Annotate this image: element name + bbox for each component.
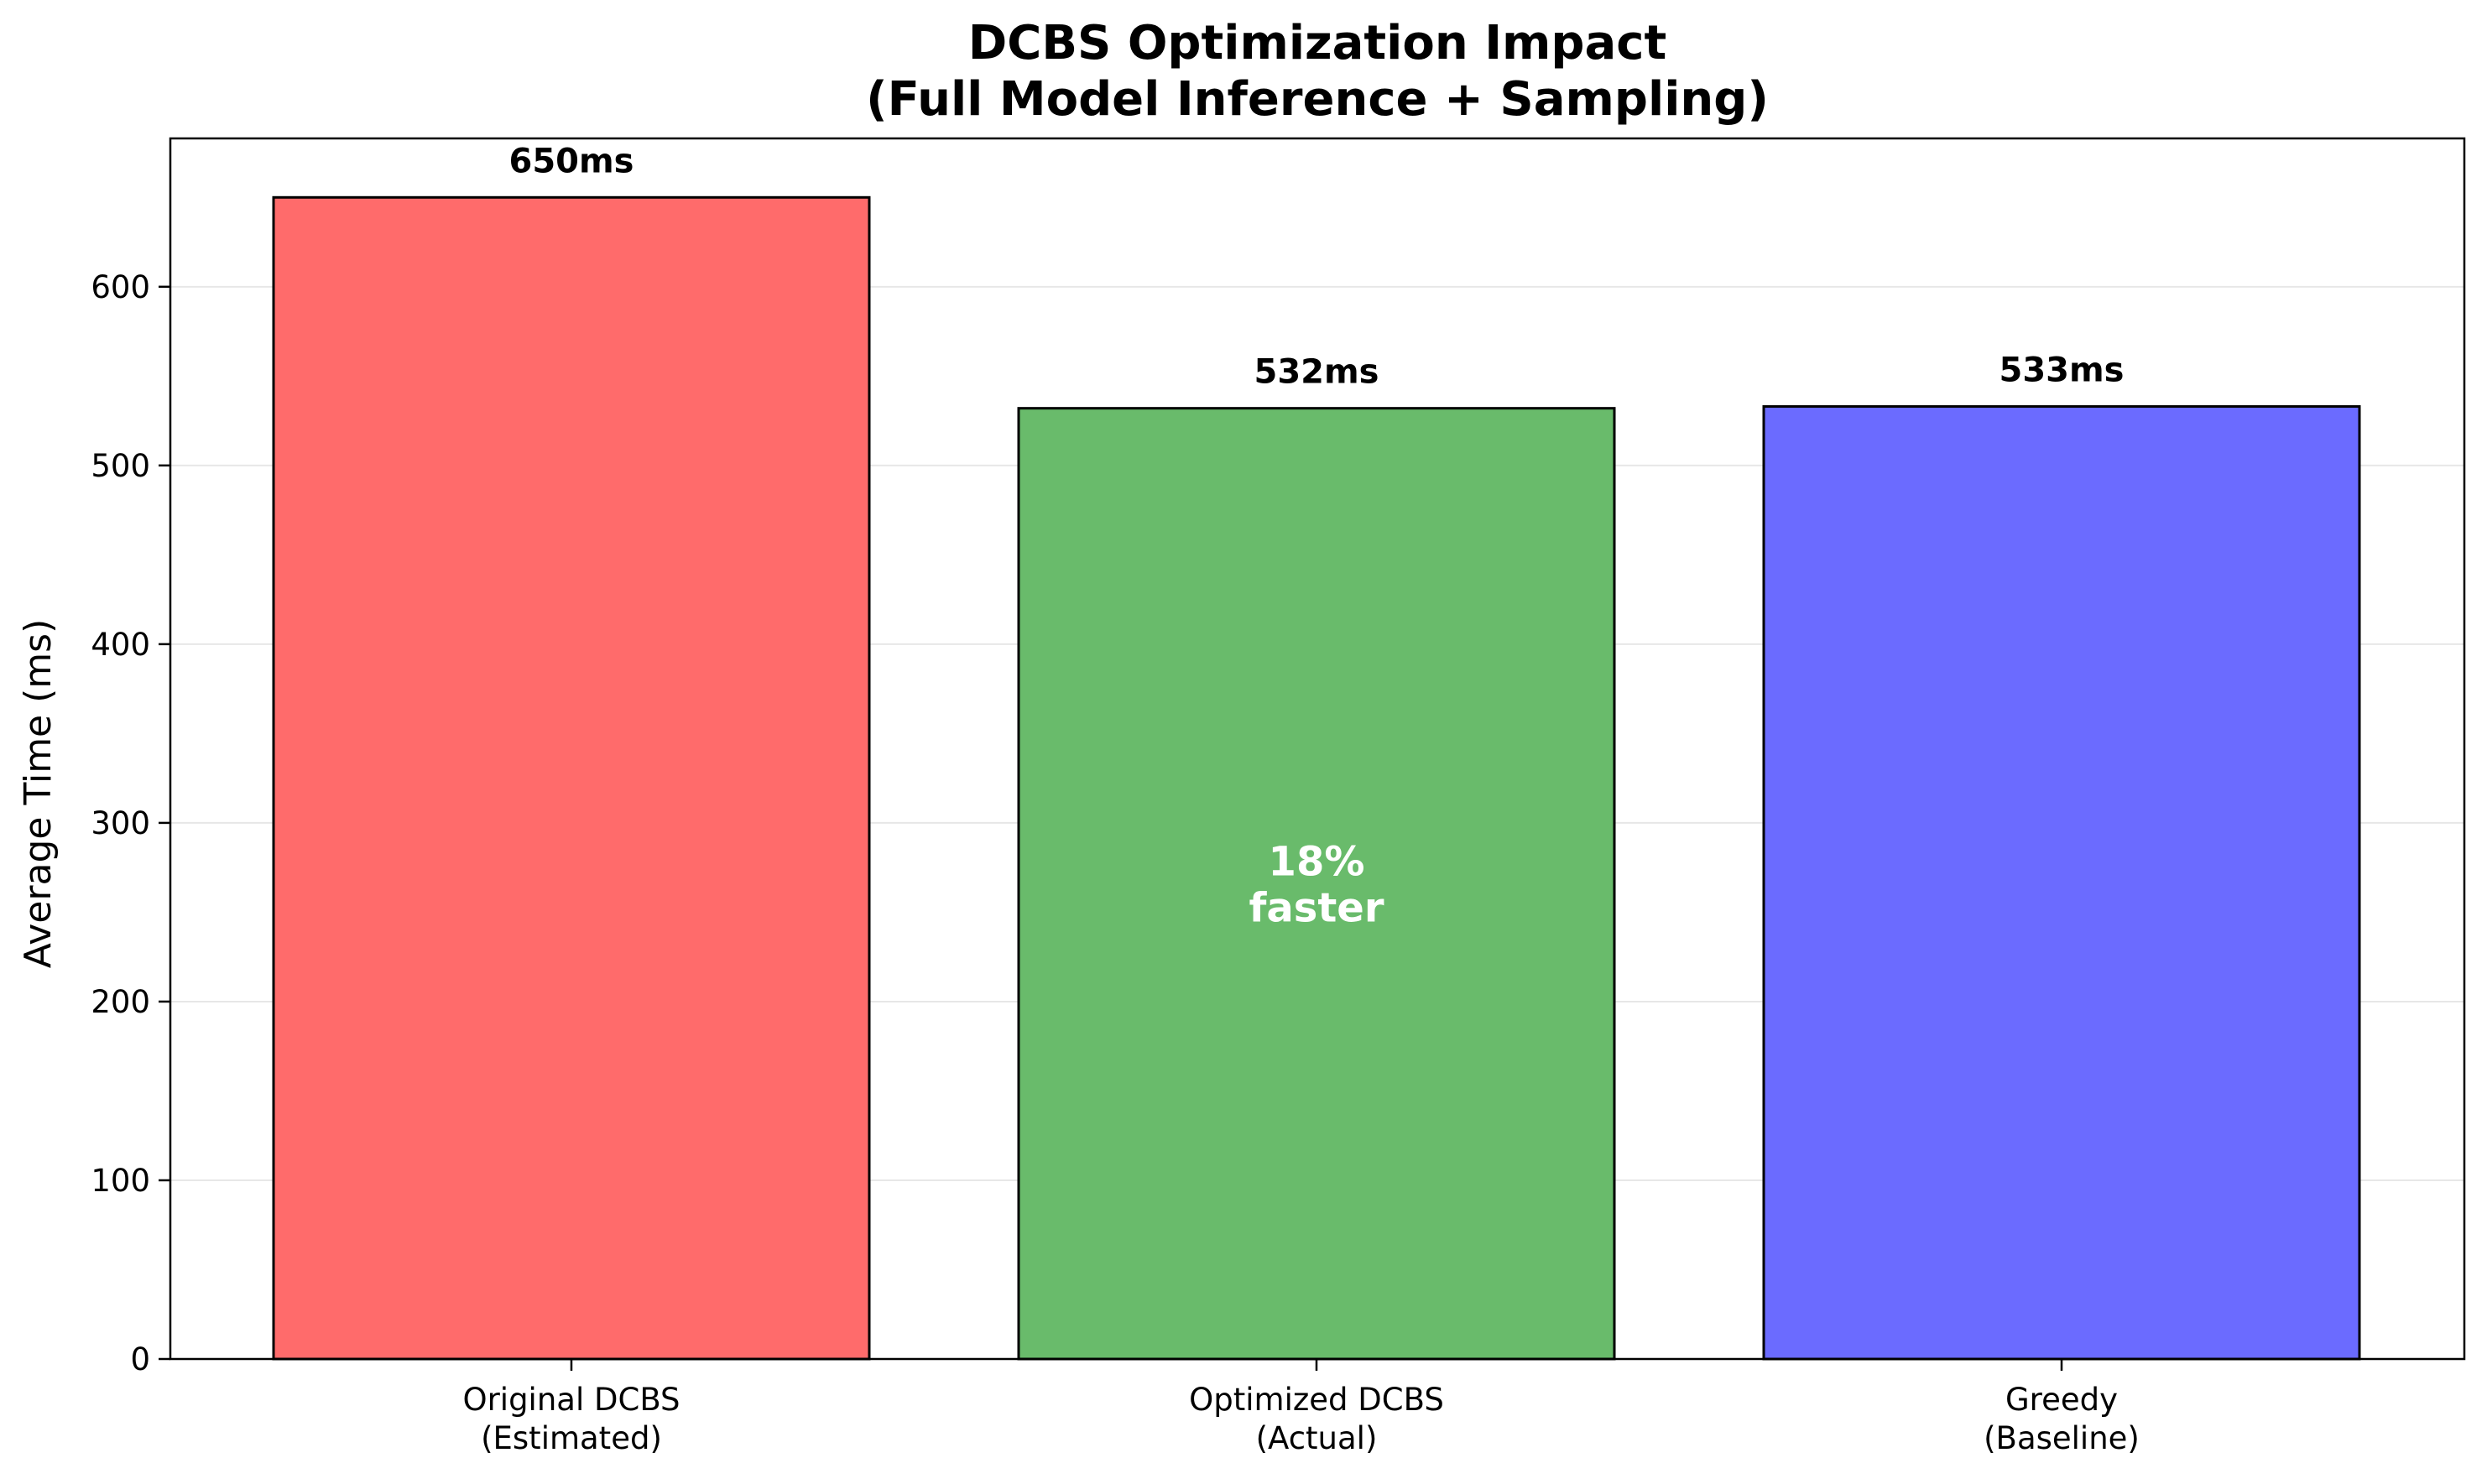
x-tick-label: (Estimated) (481, 1420, 662, 1456)
bar-3 (1762, 405, 2361, 1361)
x-tick-label: (Baseline) (1984, 1420, 2140, 1456)
y-tick-label: 500 (91, 448, 150, 484)
x-tick-label: Greedy (2005, 1382, 2118, 1418)
x-tick-label: Original DCBS (462, 1382, 680, 1418)
y-tick-label: 400 (91, 627, 150, 663)
y-axis-label: Average Time (ms) (17, 619, 60, 968)
bar-value-label: 650ms (509, 142, 634, 180)
bar-2 (1017, 407, 1616, 1361)
x-axis-ticks: Original DCBS(Estimated) Optimized DCBS(A… (462, 1359, 2140, 1456)
chart-title-line-2: (Full Model Inference + Sampling) (866, 72, 1769, 127)
bar-value-label: 532ms (1254, 353, 1379, 392)
y-tick-label: 0 (130, 1341, 150, 1377)
x-tick-label: (Actual) (1256, 1420, 1378, 1456)
x-tick-label: Optimized DCBS (1189, 1382, 1444, 1418)
bar-annotation: 18%faster (1249, 838, 1384, 931)
annotation-text: faster (1249, 884, 1384, 931)
y-tick-label: 200 (91, 984, 150, 1020)
y-tick-label: 600 (91, 269, 150, 305)
bar-value-label: 533ms (2000, 351, 2125, 390)
annotation-text: 18% (1269, 838, 1365, 885)
y-tick-label: 300 (91, 805, 150, 841)
chart-title-line-1: DCBS Optimization Impact (968, 16, 1667, 70)
y-tick-label: 100 (91, 1163, 150, 1199)
y-axis-ticks: 0 100 200 300 400 500 600 (91, 269, 170, 1377)
value-labels: 650ms 532ms 533ms (509, 142, 2125, 391)
bar-1 (272, 195, 871, 1361)
